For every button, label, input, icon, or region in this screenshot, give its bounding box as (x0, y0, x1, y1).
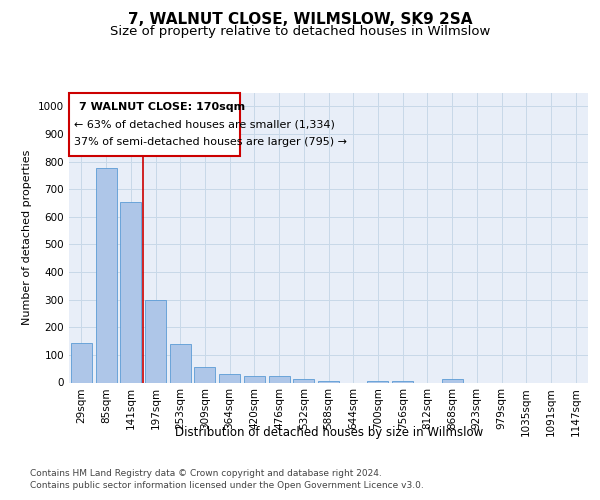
Text: 37% of semi-detached houses are larger (795) →: 37% of semi-detached houses are larger (… (74, 138, 347, 147)
Text: Contains HM Land Registry data © Crown copyright and database right 2024.: Contains HM Land Registry data © Crown c… (30, 470, 382, 478)
Bar (244, 376, 265, 382)
Bar (170, 344, 191, 383)
Bar (392, 381, 413, 382)
Bar (219, 374, 240, 382)
Y-axis label: Number of detached properties: Number of detached properties (22, 150, 32, 325)
Bar (269, 376, 290, 382)
Text: Size of property relative to detached houses in Wilmslow: Size of property relative to detached ho… (110, 24, 490, 38)
Bar (120, 202, 141, 382)
Bar (95, 168, 116, 382)
Text: ← 63% of detached houses are smaller (1,334): ← 63% of detached houses are smaller (1,… (74, 120, 335, 130)
Bar (71, 343, 92, 382)
Bar (367, 381, 388, 382)
FancyBboxPatch shape (69, 92, 240, 156)
Bar (293, 378, 314, 382)
Text: 7, WALNUT CLOSE, WILMSLOW, SK9 2SA: 7, WALNUT CLOSE, WILMSLOW, SK9 2SA (128, 12, 472, 26)
Bar (194, 367, 215, 382)
Text: Contains public sector information licensed under the Open Government Licence v3: Contains public sector information licen… (30, 480, 424, 490)
Bar (145, 300, 166, 382)
Text: Distribution of detached houses by size in Wilmslow: Distribution of detached houses by size … (175, 426, 483, 439)
Bar (442, 379, 463, 382)
Text: 7 WALNUT CLOSE: 170sqm: 7 WALNUT CLOSE: 170sqm (79, 102, 245, 112)
Bar (318, 380, 339, 382)
